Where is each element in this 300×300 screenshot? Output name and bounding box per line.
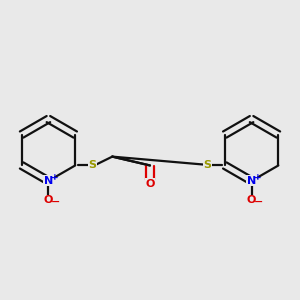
Text: N: N <box>44 176 53 186</box>
Text: N: N <box>247 176 256 186</box>
Text: O: O <box>247 195 256 205</box>
Text: O: O <box>44 195 53 205</box>
Text: S: S <box>88 160 96 170</box>
Text: +: + <box>254 173 262 182</box>
Text: −: − <box>254 197 263 207</box>
Text: −: − <box>51 197 60 207</box>
Text: +: + <box>51 173 59 182</box>
Text: O: O <box>145 179 155 189</box>
Text: S: S <box>204 160 212 170</box>
